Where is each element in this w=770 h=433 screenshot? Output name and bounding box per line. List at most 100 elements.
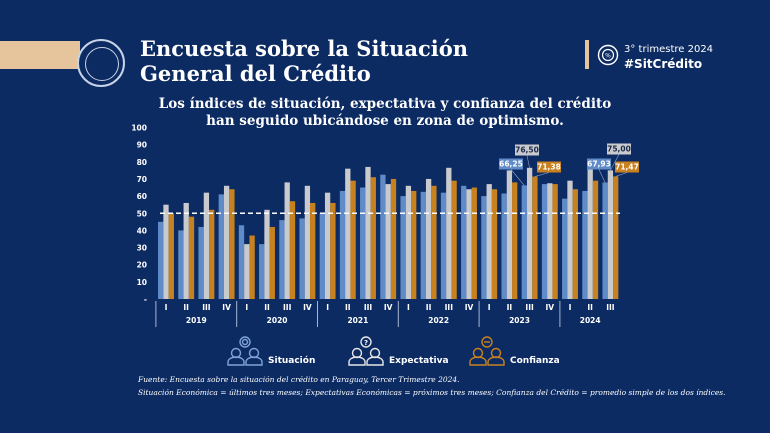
bar-situación <box>360 187 366 299</box>
bar-situación <box>279 220 285 299</box>
legend-confianza: Confianza <box>468 336 560 366</box>
data-label-box <box>607 143 631 155</box>
y-tick-label: 30 <box>137 244 147 253</box>
bar-situación <box>400 196 406 299</box>
people-question-icon: ? <box>348 336 384 366</box>
bar-confianza <box>168 213 174 299</box>
data-label-leader <box>526 155 530 168</box>
accent-strip <box>0 41 80 69</box>
data-label-box <box>537 161 561 173</box>
bar-situación <box>259 244 265 299</box>
bar-expectativa <box>385 184 391 299</box>
x-tick-label: I <box>569 303 572 312</box>
bar-expectativa <box>547 183 553 299</box>
y-tick-label: 90 <box>137 141 147 150</box>
bar-confianza <box>390 178 397 299</box>
year-label: 2020 <box>267 316 288 325</box>
y-tick-label: - <box>144 295 147 304</box>
bar-expectativa <box>264 209 270 299</box>
percent-gauge-icon: % <box>597 44 619 66</box>
data-label-leader <box>610 154 620 171</box>
title-line-1: Encuesta sobre la Situación <box>140 36 469 61</box>
bar-confianza <box>451 180 457 299</box>
y-tick-label: 70 <box>137 175 147 184</box>
bar-confianza <box>491 189 498 299</box>
bar-expectativa <box>486 184 492 299</box>
x-tick-label: I <box>326 303 329 312</box>
bar-expectativa <box>203 192 210 299</box>
bar-confianza <box>613 176 619 299</box>
bar-expectativa <box>607 170 614 299</box>
bar-confianza <box>370 177 376 299</box>
x-tick-label: II <box>345 303 351 312</box>
bar-situación <box>501 193 507 299</box>
legend-label: Situación <box>268 356 316 366</box>
bar-confianza <box>209 209 215 299</box>
hashtag: #SitCrédito <box>624 57 703 71</box>
bar-confianza <box>592 180 599 299</box>
bar-situación <box>521 185 527 299</box>
bar-confianza <box>330 202 336 299</box>
subtitle-line-1: Los índices de situación, expectativa y … <box>158 96 612 112</box>
bar-expectativa <box>183 202 189 299</box>
x-tick-label: III <box>445 303 454 312</box>
data-label-leader <box>615 172 628 177</box>
bar-expectativa <box>526 167 533 299</box>
page-title: Encuesta sobre la Situación General del … <box>140 36 468 86</box>
x-tick-label: II <box>183 303 189 312</box>
bar-situación <box>440 192 447 299</box>
data-label: 76,50 <box>515 146 539 155</box>
year-label: 2022 <box>428 316 449 325</box>
x-tick-label: III <box>606 303 615 312</box>
y-tick-label: 50 <box>137 209 147 218</box>
x-tick-label: I <box>245 303 248 312</box>
bar-expectativa <box>304 185 311 299</box>
bar-confianza <box>532 176 538 299</box>
bar-expectativa <box>223 185 230 299</box>
bar-confianza <box>310 202 316 299</box>
bar-expectativa <box>587 169 593 299</box>
bar-situación <box>562 198 568 299</box>
x-tick-label: III <box>283 303 292 312</box>
data-label: 66,25 <box>499 160 523 169</box>
bar-expectativa <box>324 192 331 299</box>
x-tick-label: II <box>426 303 432 312</box>
legend-situacion: Situación <box>226 336 315 366</box>
x-tick-label: III <box>525 303 534 312</box>
x-tick-label: III <box>364 303 373 312</box>
people-handshake-icon <box>469 336 505 366</box>
people-target-icon <box>227 336 263 366</box>
bar-confianza <box>289 201 296 299</box>
bar-confianza <box>249 235 255 299</box>
bar-expectativa <box>365 166 371 299</box>
subtitle-line-2: han seguido ubicándose en zona de optimi… <box>206 113 564 129</box>
central-bank-logo <box>77 39 125 87</box>
title-line-2: General del Crédito <box>140 61 371 86</box>
bar-confianza <box>572 189 578 299</box>
year-label: 2024 <box>580 316 601 325</box>
bar-situación <box>158 221 164 299</box>
data-label-leader <box>510 169 525 186</box>
legend-label: Expectativa <box>389 356 449 366</box>
x-tick-label: II <box>264 303 270 312</box>
x-tick-label: IV <box>465 303 474 312</box>
y-tick-label: 60 <box>137 192 147 201</box>
bar-situación <box>319 213 325 299</box>
bar-expectativa <box>244 244 250 299</box>
legend-expectativa: ? Expectativa <box>347 336 449 366</box>
bar-situación <box>602 182 608 299</box>
bar-expectativa <box>345 168 351 299</box>
bar-expectativa <box>284 182 290 299</box>
data-label-box <box>499 158 523 170</box>
data-label-leader <box>534 172 550 177</box>
bar-situación <box>238 225 245 299</box>
bar-confianza <box>552 184 558 299</box>
bar-situación <box>461 185 467 299</box>
year-label: 2021 <box>347 316 368 325</box>
bar-situación <box>541 184 548 299</box>
bar-confianza <box>431 185 437 299</box>
y-tick-label: 20 <box>137 261 147 270</box>
x-tick-label: IV <box>384 303 393 312</box>
x-tick-label: III <box>202 303 211 312</box>
